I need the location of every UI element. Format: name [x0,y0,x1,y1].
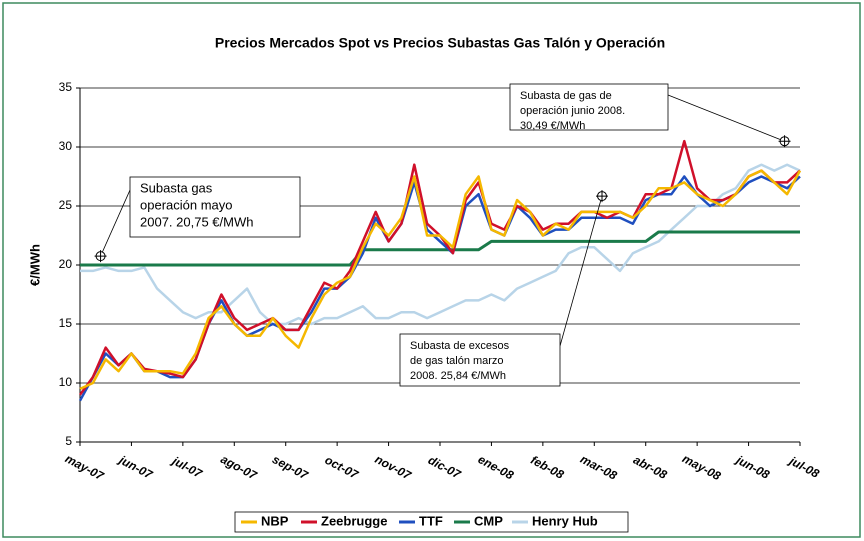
annotation-arrow [559,195,603,347]
y-axis-label: €/MWh [27,244,42,286]
annotation-text: 2008. 25,84 €/MWh [410,370,506,382]
annotation-text: operación junio 2008. [520,105,625,117]
series-line [80,163,801,326]
series-line [80,230,800,267]
y-tick-label: 25 [59,198,73,212]
annotation-marker-cross [778,135,791,148]
annotation-text: 30,49 €/MWh [520,120,585,132]
annotation-box [509,83,669,131]
legend-label: Zeebrugge [321,513,387,528]
annotation-text: Subasta gas [140,180,213,195]
legend-box [234,511,629,533]
y-tick-label: 30 [59,139,73,153]
annotation-box [129,176,301,238]
y-tick-label: 20 [59,257,73,271]
annotation-marker-cross [596,190,608,203]
legend-label: Henry Hub [532,513,598,528]
annotation-text: Subasta de gas de [520,90,612,102]
annotation-arrow [667,94,785,142]
legend-label: NBP [261,513,289,528]
annotation-box [399,333,561,387]
legend-label: TTF [419,513,443,528]
annotation-text: Subasta de excesos [410,340,510,352]
annotation-arrow [100,189,131,257]
annotation-marker-cross [94,250,107,263]
y-tick-label: 5 [65,434,72,448]
y-tick-label: 35 [59,80,73,94]
annotation-text: operación mayo [140,197,233,212]
chart-title: Precios Mercados Spot vs Precios Subasta… [215,35,665,51]
y-tick-label: 10 [59,375,73,389]
annotation-text: 2007. 20,75 €/MWh [140,214,253,229]
series-line [79,169,802,391]
annotation-text: de gas talón marzo [410,355,504,367]
legend-label: CMP [474,513,503,528]
y-tick-label: 15 [59,316,73,330]
